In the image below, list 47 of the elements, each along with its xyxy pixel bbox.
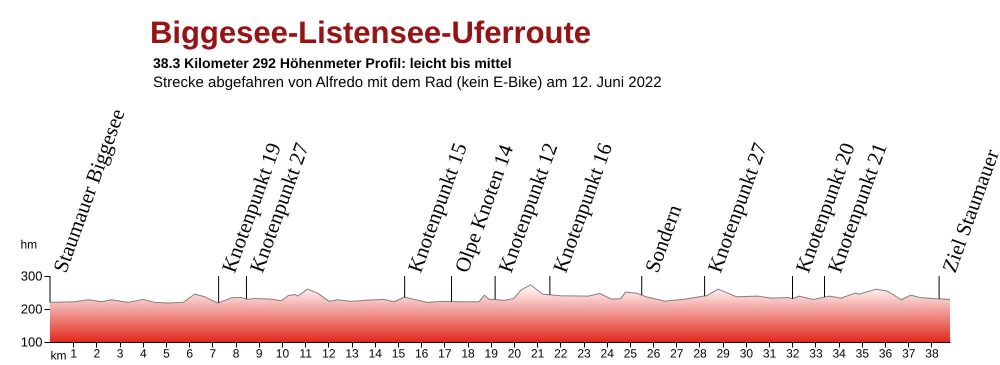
y-tick-label: 300 (20, 268, 42, 284)
x-tick-label: 29 (716, 346, 730, 360)
x-tick-label: 22 (554, 346, 568, 360)
x-tick-label: 5 (163, 346, 170, 360)
x-tick-label: 31 (762, 346, 777, 360)
x-tick-label: 35 (856, 346, 870, 360)
x-tick-label: 7 (210, 346, 217, 360)
x-tick-label: 16 (414, 346, 429, 360)
x-tick-label: 15 (392, 346, 406, 360)
x-tick-label: 19 (484, 346, 498, 360)
x-tick-label: 23 (577, 346, 591, 360)
x-tick-label: 36 (878, 346, 893, 360)
x-tick-label: 17 (438, 346, 452, 360)
x-tick-label: 27 (670, 346, 684, 360)
x-tick-label: 38 (925, 346, 939, 360)
x-tick-label: 30 (740, 346, 754, 360)
y-axis-title: hm (20, 238, 38, 252)
x-tick-label: 18 (461, 346, 476, 360)
x-tick-label: 1 (70, 346, 78, 360)
x-tick-label: 11 (299, 346, 312, 360)
x-tick-label: 34 (832, 346, 846, 360)
x-tick-label: 26 (646, 346, 661, 360)
x-tick-label: 9 (256, 346, 263, 360)
x-tick-label: 25 (624, 346, 638, 360)
ref-line-label: Sondern (640, 201, 687, 276)
chart-title: Biggesee-Listensee-Uferroute (150, 15, 592, 50)
y-tick-label: 200 (20, 302, 42, 316)
x-tick-label: 10 (276, 346, 290, 360)
x-tick-label: 24 (600, 346, 614, 360)
x-tick-label: 37 (902, 346, 916, 360)
x-tick-label: 14 (368, 346, 382, 360)
x-tick-label: 33 (809, 346, 823, 360)
text: Strecke abgefahren von Alfredo mit dem Rad (kein E-Bike) am 12. Juni 2022 (153, 74, 662, 91)
x-tick-label: 20 (508, 346, 522, 360)
x-tick-label: 8 (232, 346, 240, 360)
x-axis-title: km (50, 348, 66, 362)
x-tick-label: 28 (693, 346, 707, 360)
x-tick-label: 4 (140, 346, 147, 360)
x-tick-label: 32 (786, 346, 800, 360)
x-tick-label: 3 (116, 346, 124, 360)
x-tick-label: 6 (186, 346, 194, 360)
x-tick-label: 12 (322, 346, 336, 360)
x-tick-label: 21 (530, 346, 545, 360)
x-tick-label: 2 (94, 346, 101, 360)
y-tick-label: 100 (20, 334, 42, 350)
chart-subtitle: 38.3 Kilometer 292 Höhenmeter Profil: leicht bis mittel (153, 55, 512, 71)
x-tick-label: 13 (345, 346, 360, 360)
